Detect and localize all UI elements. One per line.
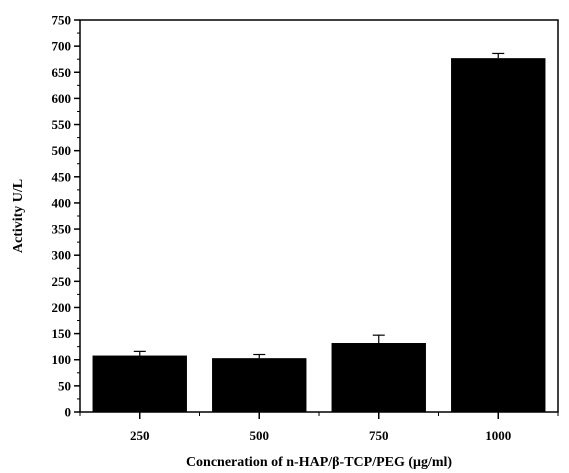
y-tick-label: 0 bbox=[65, 405, 72, 420]
error-bars-group bbox=[133, 52, 505, 359]
bar-750 bbox=[331, 343, 426, 412]
y-tick-label: 400 bbox=[52, 195, 72, 210]
x-axis-title: Concneration of n-HAP/β-TCP/PEG (μg/ml) bbox=[186, 455, 452, 470]
y-tick-label: 700 bbox=[52, 39, 72, 54]
x-tick-label: 750 bbox=[369, 428, 389, 443]
bar-1000 bbox=[451, 58, 546, 413]
x-tick-label: 250 bbox=[130, 428, 150, 443]
x-tick-label: 500 bbox=[250, 428, 270, 443]
y-axis: 0 50 100 150 200 250 300 350 400 450 500 550 600 650 7… bbox=[52, 13, 80, 420]
plot-frame bbox=[79, 19, 559, 413]
bar-500 bbox=[212, 358, 307, 412]
bars-group bbox=[92, 58, 546, 413]
y-tick-label: 100 bbox=[52, 352, 72, 367]
y-tick-label: 500 bbox=[52, 143, 72, 158]
y-tick-label: 300 bbox=[52, 248, 72, 263]
y-tick-label: 650 bbox=[52, 65, 72, 80]
y-tick-label: 50 bbox=[58, 378, 71, 393]
y-axis-title: Activity U/L bbox=[11, 179, 26, 253]
x-tick-label: 1000 bbox=[485, 428, 511, 443]
y-tick-label: 750 bbox=[52, 13, 72, 28]
y-tick-label: 600 bbox=[52, 91, 72, 106]
y-tick-label: 150 bbox=[52, 326, 72, 341]
y-tick-label: 250 bbox=[52, 274, 72, 289]
x-axis: 250 500 750 1000 bbox=[79, 412, 559, 443]
bar-250 bbox=[92, 355, 187, 412]
y-tick-label: 350 bbox=[52, 222, 72, 237]
y-tick-label: 550 bbox=[52, 117, 72, 132]
y-tick-label: 200 bbox=[52, 300, 72, 315]
y-tick-label: 450 bbox=[52, 169, 72, 184]
